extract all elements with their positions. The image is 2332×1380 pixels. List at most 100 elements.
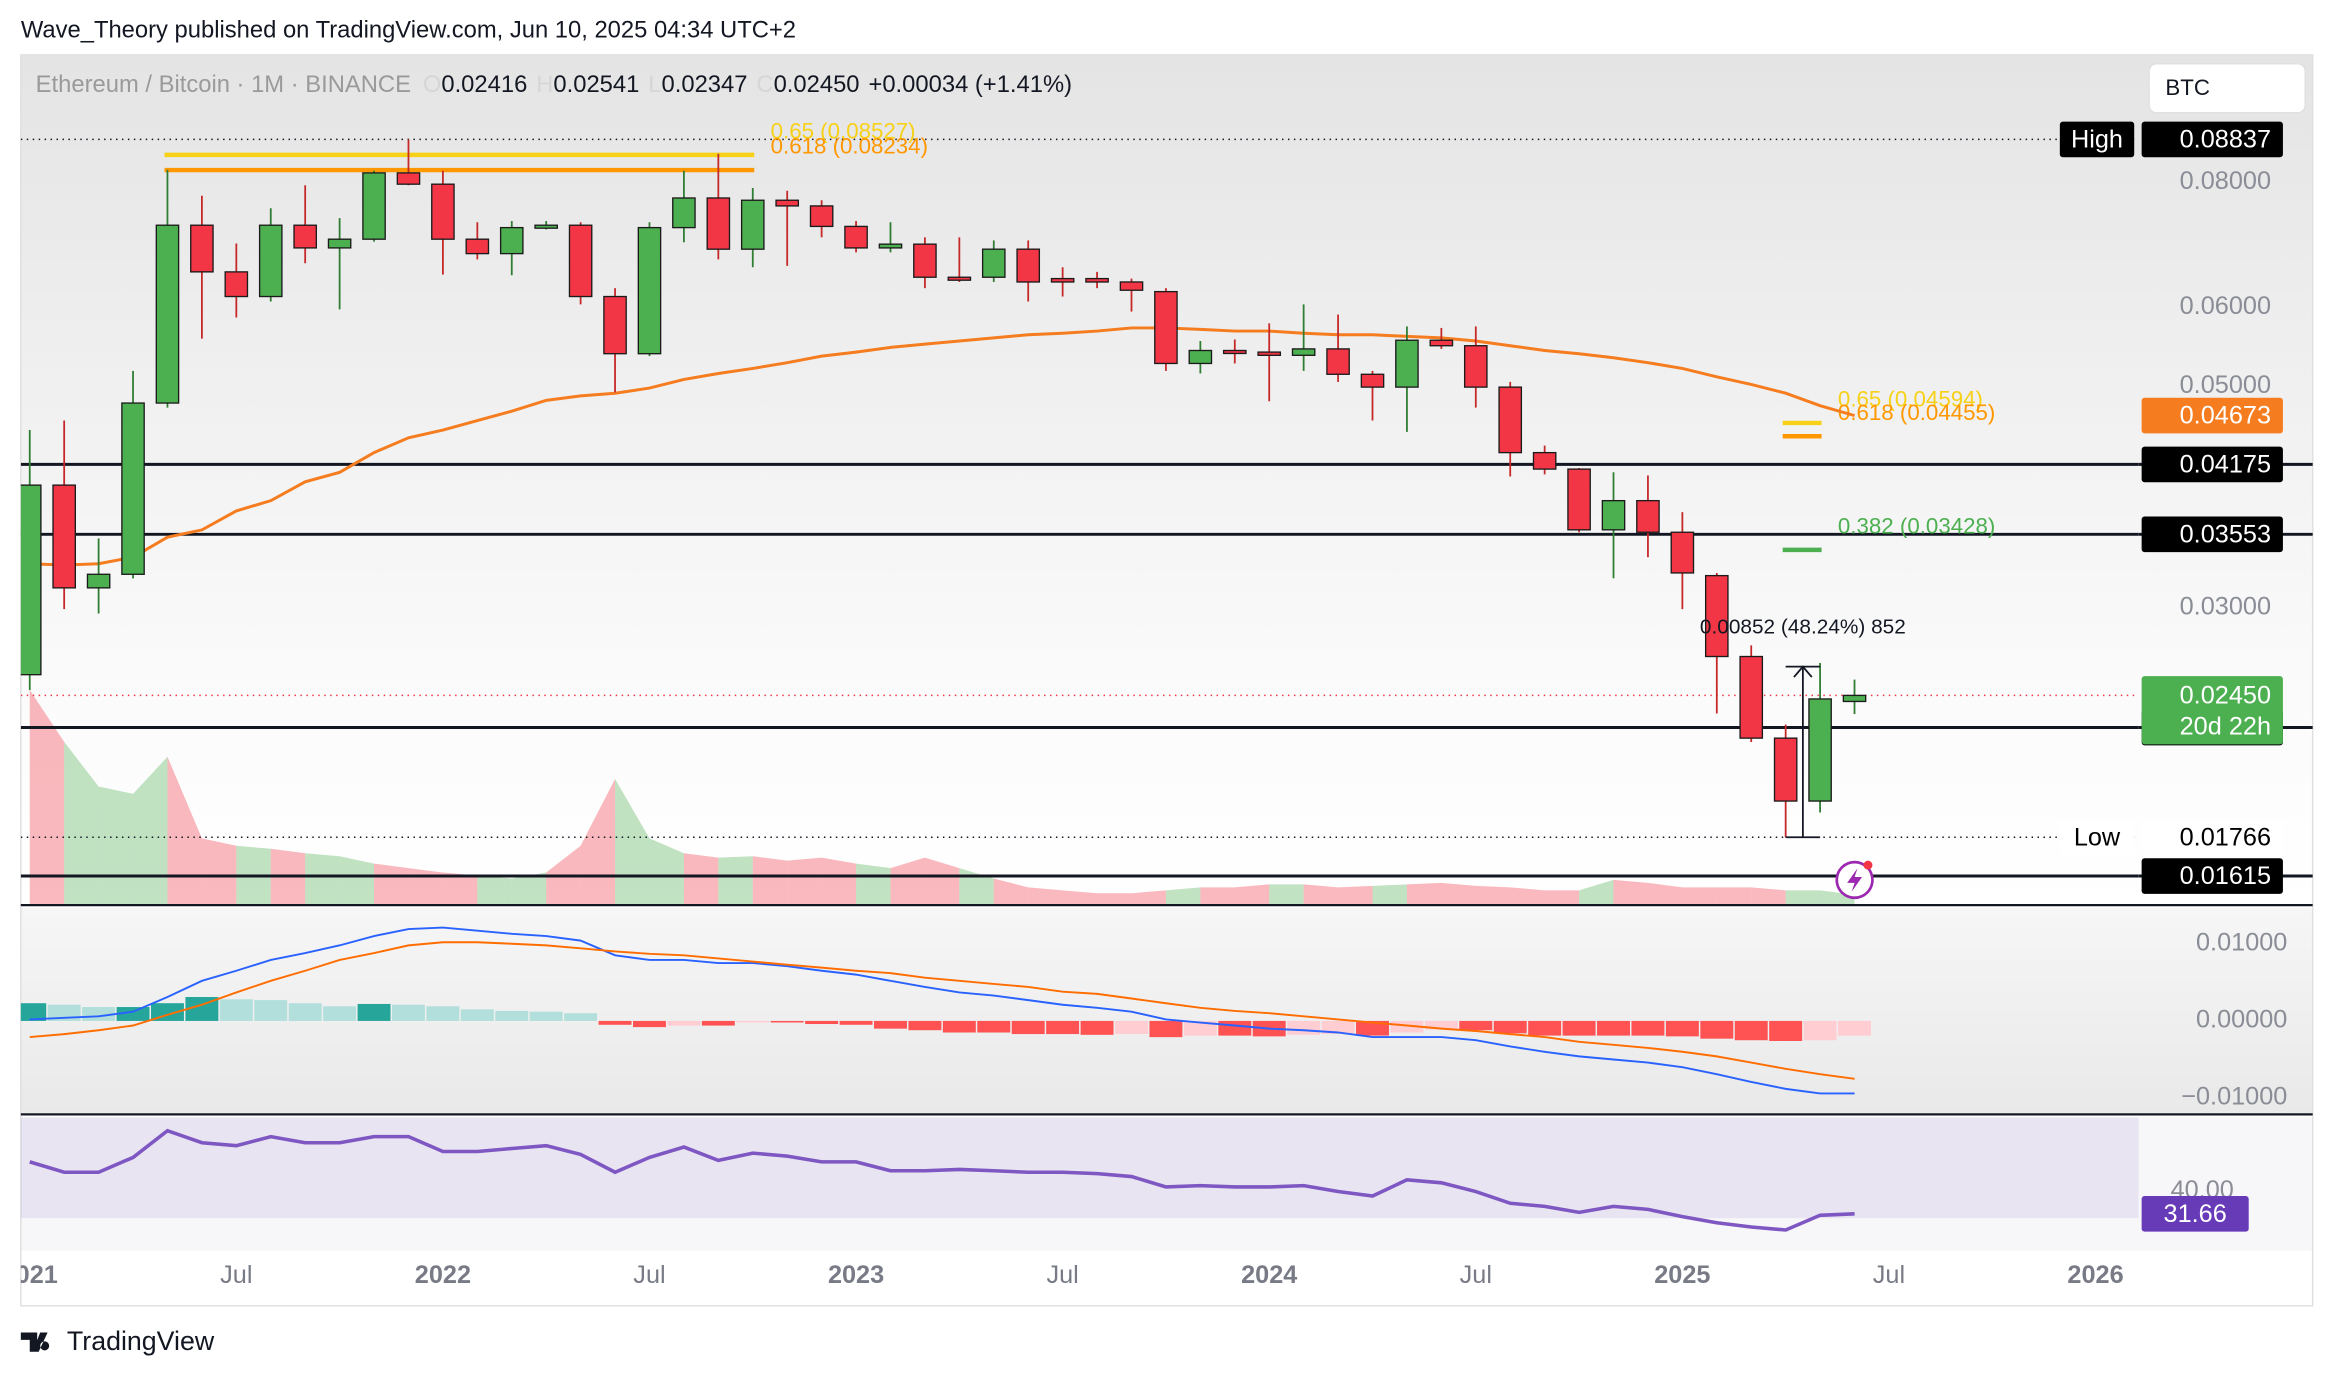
candle-body	[1567, 468, 1591, 531]
legend-key: L	[648, 71, 661, 98]
candle-body	[1773, 737, 1798, 802]
candle-body	[878, 243, 903, 249]
macd-histogram-bar	[1493, 1020, 1527, 1034]
macd-tick-label: 0.00000	[2196, 1006, 2287, 1034]
candle-body	[86, 573, 111, 589]
candle-body	[499, 226, 524, 255]
candle-body	[603, 295, 627, 355]
volume-area	[1647, 882, 1683, 906]
macd-histogram-bar	[1011, 1020, 1045, 1035]
macd-histogram-bar	[1424, 1020, 1458, 1030]
volume-area	[1510, 887, 1545, 906]
candle-body	[568, 224, 593, 298]
alert-icon[interactable]	[1835, 860, 1874, 900]
volume-area	[511, 872, 547, 906]
fib-label: 0.65 (0.08527)	[771, 119, 916, 144]
volume-area	[1303, 884, 1339, 906]
price-tag-label: 0.04673	[2180, 402, 2271, 430]
candle-body	[740, 199, 765, 250]
volume-area	[1338, 885, 1373, 906]
time-axis: 2021 Jul 2022 Jul 2023 Jul 2024 Jul 2025 Jul 2026	[21, 1261, 2124, 1289]
candle-body	[1842, 694, 1867, 703]
candle-body	[1291, 348, 1316, 356]
macd-histogram-bar	[908, 1020, 942, 1031]
macd-histogram-bar	[1562, 1020, 1596, 1036]
x-tick-label: 2022	[415, 1261, 471, 1289]
volume-area	[442, 872, 478, 906]
candle-body	[1739, 655, 1764, 739]
price-tag-box	[2141, 121, 2283, 158]
volume-area	[1716, 887, 1752, 906]
fib-label: 0.65 (0.04594)	[1838, 387, 1983, 412]
candle-body	[1222, 349, 1247, 355]
volume-area	[1751, 887, 1786, 906]
fib-label: 0.618 (0.08234)	[771, 134, 928, 159]
measure-arrow	[1793, 665, 1813, 678]
x-tick-label: Jul	[1873, 1261, 1905, 1289]
candle-body	[1326, 348, 1350, 375]
x-tick-label: 2026	[2067, 1261, 2123, 1289]
candle-body	[224, 271, 249, 298]
volume-area	[993, 878, 1029, 906]
candle-body	[1119, 281, 1144, 291]
candle-body	[1016, 248, 1041, 283]
legend-value: 0.02416	[441, 71, 527, 98]
candle-body	[1395, 339, 1419, 388]
macd-histogram-bar	[564, 1013, 598, 1021]
price-tag-label: 0.03553	[2180, 520, 2271, 548]
price-tag-box	[2141, 819, 2283, 856]
volume-area	[1234, 884, 1270, 906]
legend-change: +0.00034 (+1.41%)	[868, 71, 1072, 98]
candle-body	[327, 238, 352, 249]
countdown-label: 20d 22h	[2180, 713, 2271, 741]
macd-histogram-bar	[977, 1020, 1011, 1033]
moving-average	[29, 326, 1856, 567]
macd-histogram-bar	[529, 1011, 563, 1021]
macd-histogram-bar	[185, 997, 219, 1021]
volume-area	[683, 853, 719, 906]
macd-histogram-bar	[701, 1020, 735, 1026]
macd-histogram-bar	[1356, 1020, 1389, 1036]
candle-body	[1188, 349, 1213, 365]
macd-histogram-bar	[219, 999, 253, 1021]
candle-body	[775, 199, 800, 207]
last-price-label: 0.02450	[2180, 682, 2271, 710]
candle-body	[1636, 499, 1660, 533]
macd-tick-label: −0.01000	[2181, 1083, 2287, 1111]
last-price-box	[2141, 676, 2283, 745]
macd-histogram-bar	[1149, 1020, 1183, 1038]
candle-body	[155, 224, 180, 404]
macd-histogram-bar	[1046, 1020, 1080, 1035]
candle-body	[1498, 386, 1523, 454]
alert-bolt[interactable]	[1847, 868, 1863, 892]
volume-area	[1028, 887, 1063, 906]
price-tag-label: 0.04175	[2180, 451, 2271, 479]
macd-histogram-bar	[942, 1020, 976, 1033]
macd-histogram-bar	[426, 1006, 460, 1021]
legend-value: 0.02347	[662, 71, 748, 98]
price-plot: 0.65 (0.08527)0.618 (0.08234) 0.65 (0.045…	[20, 119, 2139, 906]
macd-tick-label: 0.01000	[2196, 928, 2287, 956]
extreme-name-box	[2059, 121, 2135, 158]
legend-value: 0.02541	[553, 71, 639, 98]
brand-mark	[20, 1332, 50, 1352]
candle-body	[362, 172, 386, 240]
x-tick-label: Jul	[633, 1261, 665, 1289]
volume-area	[133, 756, 168, 906]
macd-histogram-bar	[1218, 1020, 1252, 1036]
legend: Ethereum / Bitcoin · 1M · BINANCE O0.0241…	[36, 71, 1072, 98]
symbol-box[interactable]	[2148, 63, 2306, 114]
fib-label: 0.618 (0.04455)	[1838, 400, 1995, 425]
volume-area	[615, 779, 650, 906]
volume-area	[1372, 884, 1407, 906]
macd-histogram-bar	[323, 1006, 357, 1021]
x-tick-label: Jul	[220, 1261, 252, 1289]
volume-area	[580, 779, 616, 906]
rsi-band	[20, 1117, 2139, 1219]
alert-dot[interactable]	[1863, 860, 1873, 870]
macd-histogram-bar	[357, 1003, 391, 1021]
symbol-label[interactable]: BTC	[2165, 75, 2210, 100]
candle-body	[1670, 531, 1695, 574]
